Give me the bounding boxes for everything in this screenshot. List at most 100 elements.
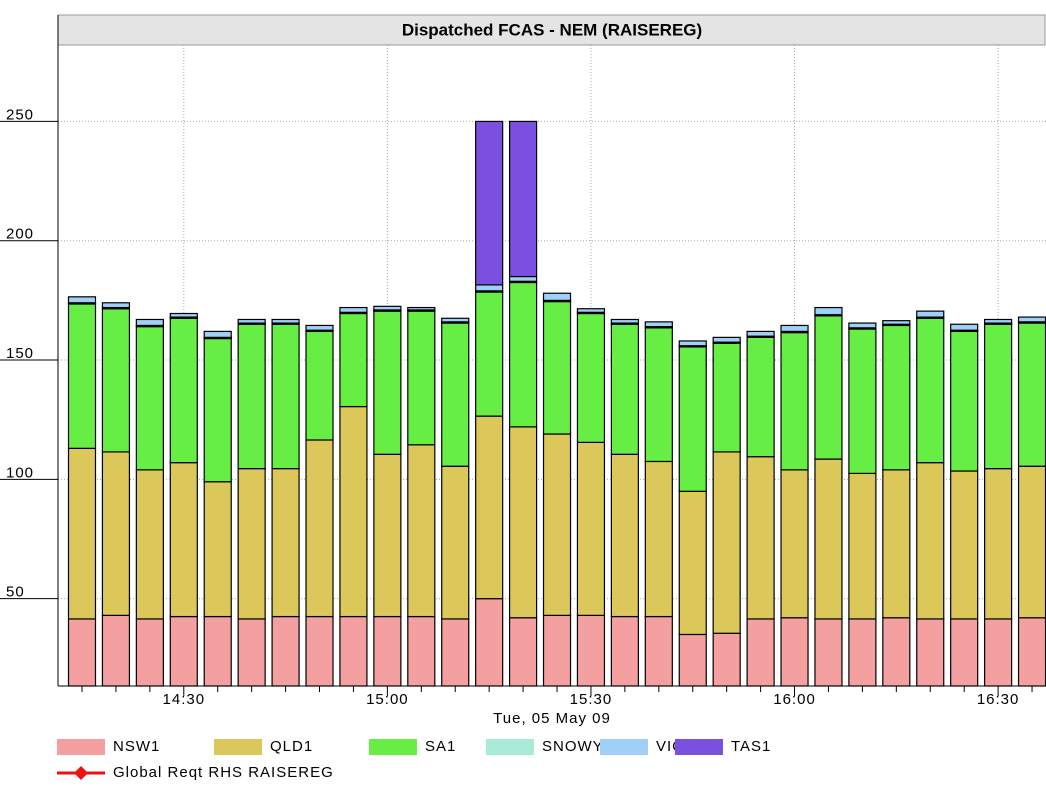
bar-segment bbox=[407, 444, 436, 618]
bar-segment bbox=[882, 617, 911, 687]
y-tick-label: 100 bbox=[6, 464, 34, 481]
bar-segment bbox=[950, 330, 979, 472]
bar-segment bbox=[203, 481, 232, 618]
bar-segment bbox=[576, 441, 606, 616]
bar-segment bbox=[848, 328, 877, 474]
bar-segment bbox=[814, 618, 843, 687]
x-tick-label: 16:30 bbox=[977, 691, 1020, 708]
bar-segment bbox=[644, 615, 673, 687]
bar-segment bbox=[984, 318, 1013, 324]
bar-segment bbox=[712, 342, 741, 453]
bar-segment bbox=[441, 322, 470, 467]
bar-segment bbox=[848, 322, 877, 329]
bar-segment bbox=[610, 615, 639, 687]
bar-segment bbox=[339, 306, 368, 313]
bar-segment bbox=[780, 617, 809, 687]
bar-segment bbox=[950, 470, 979, 620]
bar-segment bbox=[475, 598, 504, 687]
bar-segment bbox=[508, 617, 538, 687]
bar-segment bbox=[373, 310, 402, 455]
bar-segment bbox=[916, 310, 945, 318]
bar-segment bbox=[576, 614, 606, 687]
bar-segment bbox=[644, 327, 673, 463]
bar-segment bbox=[441, 317, 470, 323]
bar-segment bbox=[169, 312, 198, 318]
bar-segment bbox=[305, 330, 334, 441]
bar-segment bbox=[373, 305, 402, 311]
bar-segment bbox=[610, 318, 639, 324]
bar-segment bbox=[475, 291, 504, 417]
bar-segment bbox=[237, 323, 266, 470]
y-tick-label: 250 bbox=[6, 106, 34, 123]
bar-segment bbox=[135, 318, 164, 327]
bar-segment bbox=[916, 317, 945, 464]
bar-segment bbox=[780, 324, 809, 333]
bar-segment bbox=[848, 618, 877, 687]
legend-swatch bbox=[675, 739, 723, 755]
bar-segment bbox=[475, 120, 504, 286]
bar-segment bbox=[712, 451, 741, 634]
bar-segment bbox=[576, 308, 606, 313]
bar-segment bbox=[101, 308, 131, 453]
bar-segment bbox=[576, 312, 606, 443]
bar-segment bbox=[271, 615, 300, 687]
bar-segment bbox=[542, 292, 572, 301]
bar-segment bbox=[712, 336, 741, 343]
bar-segment bbox=[984, 323, 1013, 470]
bar-segment bbox=[678, 633, 707, 687]
bar-segment bbox=[610, 453, 639, 618]
bar-segment bbox=[271, 323, 300, 470]
bar-segment bbox=[678, 340, 707, 347]
x-axis-label: Tue, 05 May 09 bbox=[493, 710, 611, 727]
bar-segment bbox=[916, 618, 945, 687]
bar-segment bbox=[746, 618, 775, 687]
bar-segment bbox=[814, 315, 843, 460]
x-tick-label: 14:30 bbox=[163, 691, 206, 708]
bar-segment bbox=[508, 281, 538, 428]
legend-label: QLD1 bbox=[270, 738, 313, 755]
bar-segment bbox=[882, 324, 911, 471]
bar-segment bbox=[305, 439, 334, 618]
bar-segment bbox=[237, 318, 266, 324]
bar-segment bbox=[916, 462, 945, 620]
bar-segment bbox=[135, 618, 164, 687]
bar-segment bbox=[203, 337, 232, 483]
bar-segment bbox=[305, 615, 334, 687]
bar-segment bbox=[305, 324, 334, 331]
bar-segment bbox=[339, 615, 368, 687]
bar-segment bbox=[508, 120, 538, 278]
bar-segment bbox=[101, 451, 131, 616]
bar-segment bbox=[542, 300, 572, 435]
bar-segment bbox=[950, 323, 979, 331]
bar-segment bbox=[508, 275, 538, 282]
y-tick-label: 150 bbox=[6, 345, 34, 362]
bar-segment bbox=[67, 296, 97, 304]
bar-segment bbox=[407, 615, 436, 687]
y-tick-label: 50 bbox=[6, 584, 25, 601]
legend-swatch bbox=[214, 739, 262, 755]
bar-segment bbox=[407, 306, 436, 311]
bar-segment bbox=[67, 447, 97, 620]
legend-swatch bbox=[57, 739, 105, 755]
legend-label: TAS1 bbox=[731, 738, 771, 755]
bar-segment bbox=[814, 458, 843, 620]
bar-segment bbox=[475, 415, 504, 600]
bar-segment bbox=[339, 405, 368, 618]
bar-segment bbox=[135, 469, 164, 620]
x-tick-label: 15:00 bbox=[366, 691, 409, 708]
bar-segment bbox=[746, 336, 775, 458]
y-tick-label: 200 bbox=[6, 226, 34, 243]
legend-label: Global Reqt RHS RAISEREG bbox=[113, 764, 334, 781]
bar-segment bbox=[373, 615, 402, 687]
bar-segment bbox=[169, 317, 198, 464]
bar-segment bbox=[882, 320, 911, 325]
bar-segment bbox=[610, 323, 639, 455]
bar-segment bbox=[101, 614, 131, 687]
legend-swatch bbox=[486, 739, 534, 755]
bar-segment bbox=[67, 618, 97, 687]
bar-segment bbox=[441, 618, 470, 687]
bar-segment bbox=[848, 472, 877, 620]
bar-segment bbox=[135, 326, 164, 471]
legend-label: SA1 bbox=[425, 738, 456, 755]
